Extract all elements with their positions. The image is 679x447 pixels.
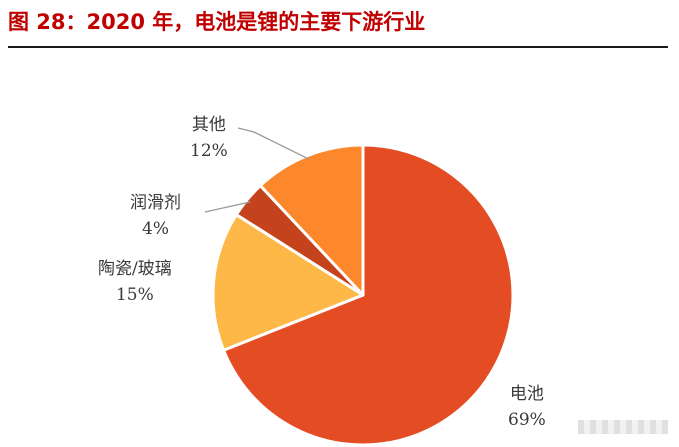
slice-ceramics-glass [211,213,365,352]
label-battery: 电池 69% [508,381,546,433]
title-divider [8,46,668,48]
label-lubricant: 润滑剂 4% [130,190,181,242]
slice-other [258,143,365,297]
label-lubricant-name: 润滑剂 [130,193,181,213]
watermark [578,420,668,434]
label-ceramics-glass-name: 陶瓷/玻璃 [98,259,172,279]
label-battery-name: 电池 [509,384,544,404]
label-other: 其他 12% [190,112,228,164]
slice-battery [222,143,515,447]
label-ceramics-glass-percent: 15% [115,285,154,305]
chart-title: 图 28：2020 年，电池是锂的主要下游行业 [8,10,426,34]
label-lubricant-percent: 4% [142,219,169,239]
label-battery-percent: 69% [508,410,546,430]
leader-other [237,127,310,160]
label-ceramics-glass: 陶瓷/玻璃 15% [98,256,172,308]
leader-lubricant [204,201,251,213]
label-other-name: 其他 [191,115,226,135]
label-other-percent: 12% [190,141,228,161]
